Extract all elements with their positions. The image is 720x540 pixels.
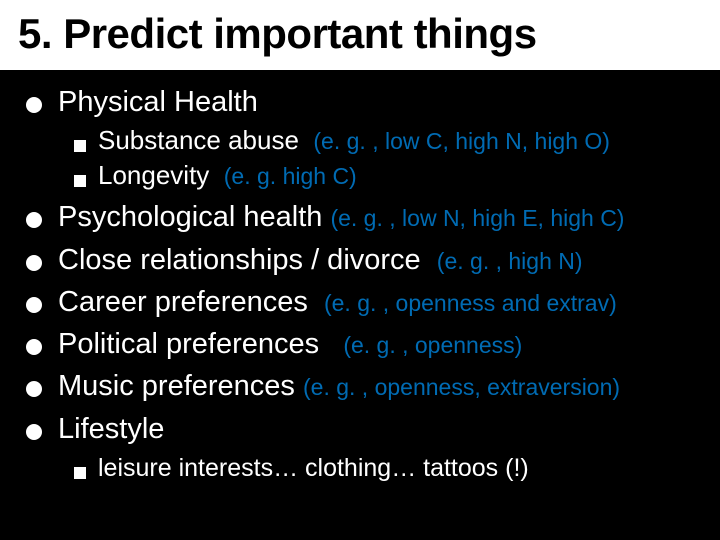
bullet-career-preferences: Career preferences (e. g. , openness and…	[26, 284, 696, 320]
subbullet-text: Longevity	[98, 160, 209, 190]
subbullet-label: leisure interests… clothing… tattoos (!)	[98, 453, 529, 484]
bullet-label: Political preferences (e. g. , openness)	[58, 326, 522, 362]
subbullet-longevity: Longevity (e. g. high C)	[74, 159, 696, 192]
bullet-example: (e. g. , openness, extraversion)	[303, 374, 620, 400]
bullet-example: (e. g. , openness)	[343, 332, 522, 358]
subbullet-leisure: leisure interests… clothing… tattoos (!)	[74, 453, 696, 484]
subbullet-substance-abuse: Substance abuse (e. g. , low C, high N, …	[74, 124, 696, 157]
bullet-text: Career preferences	[58, 286, 308, 318]
bullet-example: (e. g. , high N)	[437, 248, 583, 274]
disc-icon	[26, 424, 42, 440]
subbullet-label: Substance abuse (e. g. , low C, high N, …	[98, 124, 610, 157]
bullet-text: Psychological health	[58, 201, 322, 233]
bullet-label: Psychological health (e. g. , low N, hig…	[58, 199, 624, 235]
bullet-list-main: Psychological health (e. g. , low N, hig…	[26, 199, 696, 447]
disc-icon	[26, 97, 42, 113]
slide: 5. Predict important things Physical Hea…	[0, 0, 720, 540]
subbullet-example: (e. g. , low C, high N, high O)	[313, 128, 610, 154]
bullet-label: Physical Health	[58, 84, 258, 120]
square-icon	[74, 140, 86, 152]
disc-icon	[26, 255, 42, 271]
disc-icon	[26, 297, 42, 313]
bullet-label: Career preferences (e. g. , openness and…	[58, 284, 617, 320]
subbullet-label: Longevity (e. g. high C)	[98, 159, 357, 192]
slide-content: Physical Health Substance abuse (e. g. ,…	[0, 70, 720, 484]
subbullet-example: (e. g. high C)	[224, 163, 357, 189]
square-icon	[74, 467, 86, 479]
bullet-music-preferences: Music preferences (e. g. , openness, ext…	[26, 368, 696, 404]
bullet-text: Close relationships / divorce	[58, 244, 421, 276]
bullet-text: Political preferences	[58, 328, 319, 360]
slide-title: 5. Predict important things	[0, 0, 720, 70]
square-icon	[74, 175, 86, 187]
bullet-lifestyle: Lifestyle	[26, 411, 696, 447]
sublist-lifestyle: leisure interests… clothing… tattoos (!)	[74, 453, 696, 484]
bullet-psychological-health: Psychological health (e. g. , low N, hig…	[26, 199, 696, 235]
bullet-example: (e. g. , openness and extrav)	[324, 290, 617, 316]
bullet-example: (e. g. , low N, high E, high C)	[330, 205, 624, 231]
disc-icon	[26, 212, 42, 228]
bullet-physical-health: Physical Health	[26, 84, 696, 120]
bullet-text: Music preferences	[58, 370, 295, 402]
disc-icon	[26, 339, 42, 355]
bullet-political-preferences: Political preferences (e. g. , openness)	[26, 326, 696, 362]
bullet-close-relationships: Close relationships / divorce (e. g. , h…	[26, 242, 696, 278]
sublist-physical-health: Substance abuse (e. g. , low C, high N, …	[74, 124, 696, 191]
bullet-label: Close relationships / divorce (e. g. , h…	[58, 242, 583, 278]
bullet-label: Music preferences (e. g. , openness, ext…	[58, 368, 620, 404]
subbullet-text: Substance abuse	[98, 125, 299, 155]
bullet-label: Lifestyle	[58, 411, 164, 447]
disc-icon	[26, 381, 42, 397]
